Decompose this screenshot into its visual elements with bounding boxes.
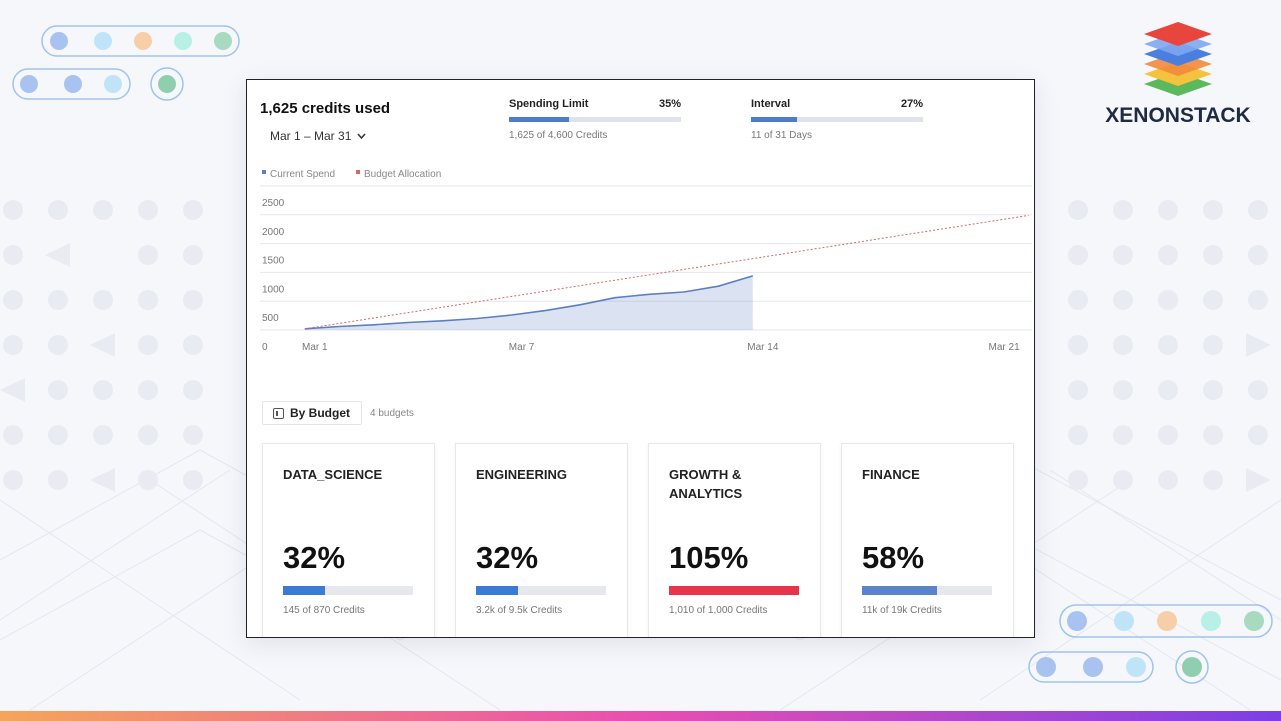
budget-detail: 3.2k of 9.5k Credits bbox=[476, 605, 563, 616]
budget-detail: 145 of 870 Credits bbox=[283, 605, 365, 616]
budget-track bbox=[476, 586, 606, 595]
meter-value: 27% bbox=[900, 98, 923, 110]
budget-fill bbox=[283, 586, 325, 595]
meter-track bbox=[751, 117, 923, 122]
footer-bar bbox=[0, 711, 1281, 721]
brand: XENONSTACK bbox=[1105, 104, 1250, 127]
budget-name: DATA_SCIENCE bbox=[283, 467, 383, 482]
by-budget: By Budget bbox=[290, 406, 350, 420]
budget-detail: 1,010 of 1,000 Credits bbox=[669, 605, 768, 616]
budget-card[interactable]: ENGINEERING 32% 3.2k of 9.5k Credits bbox=[455, 443, 628, 637]
x-tick-label: Mar 1 bbox=[302, 342, 328, 353]
meter-track bbox=[509, 117, 681, 122]
meter-label: Spending Limit bbox=[509, 98, 589, 110]
meter-detail: 11 of 31 Days bbox=[751, 130, 812, 141]
x-tick-label: Mar 21 bbox=[989, 342, 1021, 353]
credits-used: 1,625 credits used bbox=[260, 100, 391, 117]
budget-card[interactable]: DATA_SCIENCE 32% 145 of 870 Credits bbox=[262, 443, 435, 637]
y-tick-label: 2500 bbox=[262, 198, 285, 209]
x-tick-label: Mar 14 bbox=[747, 342, 779, 353]
date-range: Mar 1 – Mar 31 bbox=[270, 129, 352, 143]
budget-name: FINANCE bbox=[862, 467, 920, 482]
line bbox=[304, 275, 754, 330]
meter-fill bbox=[509, 117, 570, 122]
area bbox=[304, 275, 753, 330]
budget-percent: 105% bbox=[669, 540, 749, 575]
budget-fill bbox=[476, 586, 518, 595]
budget-card[interactable]: FINANCE 58% 11k of 19k Credits bbox=[841, 443, 1014, 637]
budget-count: 4 budgets bbox=[370, 408, 414, 419]
budget-card[interactable]: GROWTH & ANALYTICS 105% 1,010 of 1,000 Cre… bbox=[648, 443, 821, 637]
budget-name: ENGINEERING bbox=[476, 467, 568, 482]
logo bbox=[1144, 22, 1212, 96]
budget-percent: 58% bbox=[862, 540, 925, 575]
budget-percent: 32% bbox=[476, 540, 539, 575]
legend-swatch bbox=[262, 170, 266, 174]
legend-swatch bbox=[356, 170, 360, 174]
y-tick-label: 1500 bbox=[262, 256, 285, 267]
by-budget-button[interactable]: By Budget bbox=[262, 401, 362, 425]
budget-track bbox=[283, 586, 413, 595]
meter-detail: 1,625 of 4,600 Credits bbox=[509, 130, 608, 141]
budget-fill bbox=[862, 586, 938, 595]
budget-detail: 11k of 19k Credits bbox=[862, 605, 942, 616]
y-tick-label: 2000 bbox=[262, 227, 285, 238]
meter-label: Interval bbox=[751, 98, 791, 110]
legend-label: Budget Allocation bbox=[364, 169, 441, 180]
y-tick-label: 500 bbox=[262, 313, 279, 324]
dashboard-panel: 1,625 credits used Mar 1 – Mar 31 Spendi… bbox=[246, 79, 1035, 638]
date-picker[interactable]: Mar 1 – Mar 31 bbox=[270, 129, 366, 143]
budget-icon bbox=[273, 407, 284, 419]
y-tick-label: 1000 bbox=[262, 284, 285, 295]
spend-chart: 0 500 1000 1500 2000 2500 Mar 1 Mar 7 Mar 14 Mar … bbox=[260, 169, 1032, 353]
meter-fill bbox=[751, 117, 798, 122]
budget-track bbox=[862, 586, 992, 595]
budget-fill bbox=[669, 586, 799, 595]
legend-label: Current Spend bbox=[270, 169, 335, 180]
y-tick-label: 0 bbox=[262, 342, 268, 353]
budget-percent: 32% bbox=[283, 540, 346, 575]
meter-value: 35% bbox=[658, 98, 681, 110]
budget-name: GROWTH & ANALYTICS bbox=[669, 467, 743, 501]
x-tick-label: Mar 7 bbox=[509, 342, 535, 353]
chevron bbox=[357, 133, 366, 139]
budget-track bbox=[669, 586, 799, 595]
